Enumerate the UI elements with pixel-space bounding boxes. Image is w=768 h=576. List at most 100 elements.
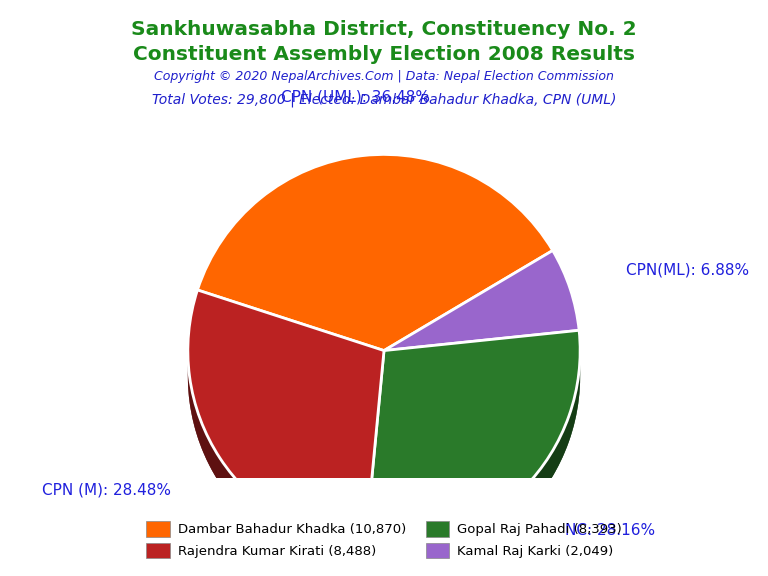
Polygon shape	[429, 541, 430, 567]
Polygon shape	[376, 547, 377, 572]
Polygon shape	[323, 537, 325, 563]
Text: Constituent Assembly Election 2008 Results: Constituent Assembly Election 2008 Resul…	[133, 45, 635, 64]
Polygon shape	[212, 444, 213, 471]
Polygon shape	[484, 518, 485, 545]
Polygon shape	[465, 528, 467, 555]
Polygon shape	[270, 510, 272, 537]
Polygon shape	[216, 452, 217, 479]
Polygon shape	[412, 544, 413, 570]
Polygon shape	[505, 504, 506, 530]
Polygon shape	[489, 515, 491, 541]
Polygon shape	[395, 547, 396, 572]
Text: NC: 28.16%: NC: 28.16%	[565, 522, 655, 537]
Polygon shape	[228, 470, 230, 497]
Polygon shape	[410, 545, 412, 571]
Polygon shape	[233, 477, 235, 503]
Polygon shape	[260, 503, 262, 529]
Polygon shape	[367, 546, 369, 571]
Polygon shape	[499, 508, 501, 535]
Polygon shape	[319, 536, 320, 562]
Polygon shape	[475, 524, 476, 550]
Polygon shape	[415, 544, 416, 570]
Polygon shape	[340, 541, 342, 567]
Polygon shape	[208, 438, 209, 465]
Polygon shape	[245, 489, 247, 516]
Polygon shape	[425, 542, 426, 568]
Polygon shape	[224, 464, 225, 491]
Polygon shape	[381, 547, 382, 572]
Polygon shape	[292, 524, 293, 550]
Polygon shape	[464, 529, 465, 555]
Polygon shape	[244, 488, 245, 515]
Polygon shape	[430, 541, 432, 567]
Polygon shape	[230, 473, 232, 499]
Polygon shape	[476, 523, 478, 549]
Polygon shape	[461, 530, 462, 556]
Polygon shape	[509, 501, 510, 528]
Polygon shape	[298, 527, 300, 553]
Polygon shape	[473, 525, 475, 551]
Polygon shape	[286, 521, 287, 547]
Polygon shape	[280, 517, 282, 543]
Polygon shape	[504, 505, 505, 532]
Polygon shape	[511, 499, 513, 525]
Polygon shape	[307, 531, 309, 558]
Wedge shape	[197, 180, 553, 376]
Polygon shape	[435, 540, 436, 566]
Polygon shape	[379, 547, 381, 572]
Polygon shape	[253, 497, 254, 523]
Polygon shape	[363, 545, 366, 571]
Polygon shape	[517, 494, 518, 521]
Polygon shape	[439, 539, 440, 564]
Polygon shape	[220, 459, 221, 486]
Polygon shape	[242, 486, 243, 512]
Polygon shape	[300, 528, 301, 554]
Polygon shape	[352, 544, 353, 570]
Polygon shape	[238, 482, 240, 509]
Polygon shape	[541, 466, 543, 492]
Polygon shape	[513, 498, 514, 524]
Legend: Dambar Bahadur Khadka (10,870), Rajendra Kumar Kirati (8,488), Gopal Raj Pahadi : Dambar Bahadur Khadka (10,870), Rajendra…	[141, 516, 627, 564]
Polygon shape	[210, 443, 212, 469]
Polygon shape	[521, 489, 523, 516]
Polygon shape	[449, 535, 452, 561]
Polygon shape	[348, 543, 350, 569]
Polygon shape	[372, 547, 374, 572]
Polygon shape	[455, 533, 456, 559]
Polygon shape	[353, 544, 355, 570]
Polygon shape	[506, 503, 508, 529]
Polygon shape	[433, 540, 435, 566]
Polygon shape	[313, 534, 316, 560]
Polygon shape	[279, 516, 280, 543]
Polygon shape	[546, 460, 547, 487]
Polygon shape	[392, 547, 395, 572]
Polygon shape	[458, 532, 459, 558]
Polygon shape	[248, 492, 249, 518]
Polygon shape	[540, 468, 541, 495]
Polygon shape	[491, 514, 492, 540]
Polygon shape	[290, 523, 292, 550]
Polygon shape	[391, 547, 392, 572]
Polygon shape	[495, 511, 497, 537]
Polygon shape	[448, 536, 449, 562]
Polygon shape	[317, 535, 319, 561]
Text: CPN(ML): 6.88%: CPN(ML): 6.88%	[626, 263, 750, 278]
Polygon shape	[531, 479, 532, 506]
Polygon shape	[338, 541, 340, 567]
Polygon shape	[557, 442, 558, 469]
Polygon shape	[237, 480, 238, 507]
Polygon shape	[215, 450, 216, 477]
Polygon shape	[523, 488, 524, 515]
Polygon shape	[232, 474, 233, 501]
Polygon shape	[462, 530, 464, 556]
Polygon shape	[515, 495, 517, 522]
Polygon shape	[481, 520, 482, 547]
Polygon shape	[467, 528, 468, 554]
Polygon shape	[273, 512, 274, 539]
Polygon shape	[554, 446, 555, 472]
Polygon shape	[225, 466, 227, 492]
Polygon shape	[525, 486, 526, 512]
Wedge shape	[197, 154, 553, 351]
Polygon shape	[235, 478, 236, 505]
Polygon shape	[419, 543, 420, 569]
